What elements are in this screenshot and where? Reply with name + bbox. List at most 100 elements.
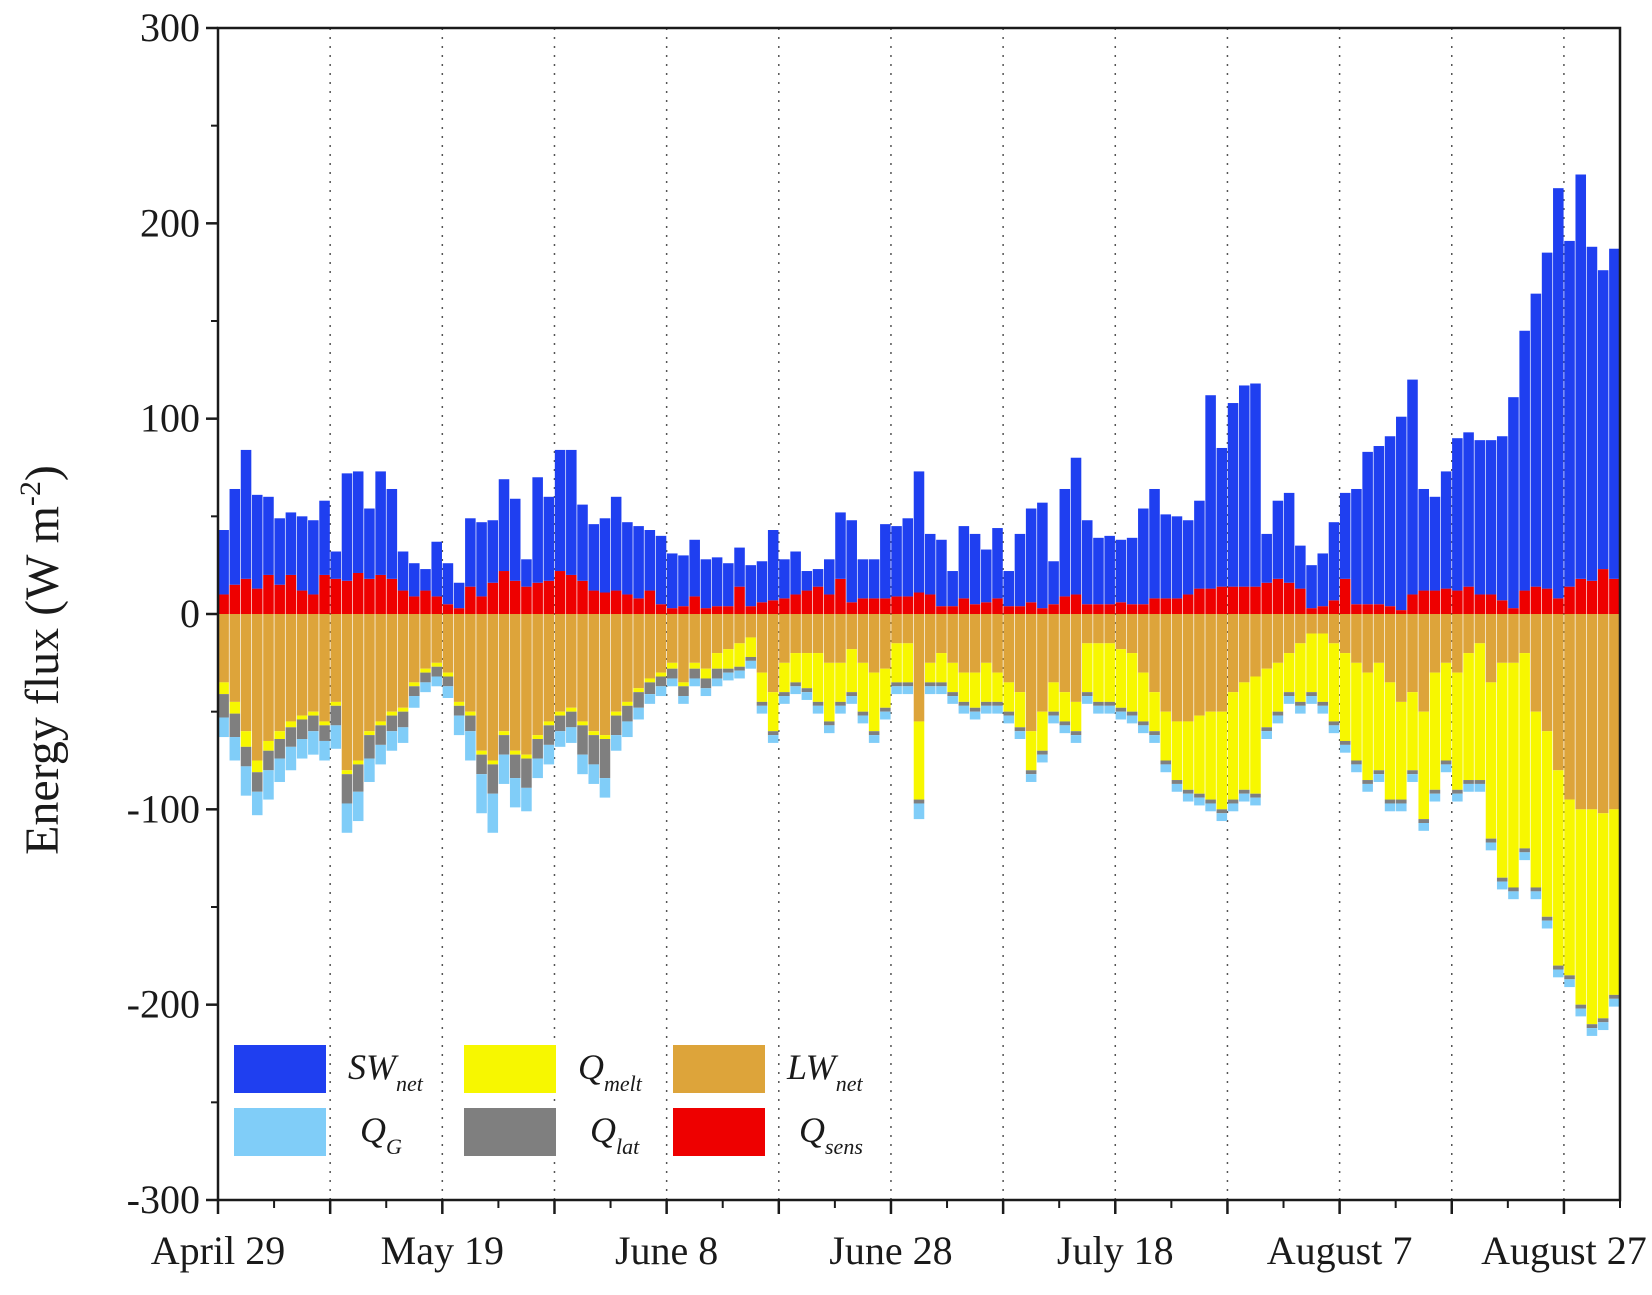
bar-QG-neg-38	[644, 694, 656, 704]
bar-Qsens-34	[599, 592, 611, 614]
bar-LWnet-neg-83	[1149, 614, 1160, 693]
bar-Qmelt-neg-16	[397, 707, 409, 712]
bar-SWnet-41	[678, 555, 689, 607]
bar-LWnet-neg-58	[868, 614, 880, 673]
y-tick-label-100: 100	[140, 396, 200, 441]
bar-Qmelt-neg-44	[711, 653, 723, 669]
bar-LWnet-neg-75	[1059, 614, 1071, 693]
bar-LWnet-neg-21	[453, 614, 465, 702]
bar-LWnet-neg-103	[1373, 614, 1385, 663]
legend-swatch-Qlat	[464, 1108, 556, 1156]
bar-Qlat-neg-96	[1295, 701, 1306, 706]
legend-label-base: Q	[578, 1047, 604, 1087]
bar-Qsens-57	[857, 598, 869, 614]
bar-Qsens-20	[442, 604, 454, 614]
bar-Qlat-neg-56	[846, 692, 857, 697]
bar-Qlat-neg-104	[1384, 799, 1396, 804]
bar-Qlat-neg-31	[566, 711, 577, 728]
bar-LWnet-neg-28	[532, 614, 543, 736]
bar-SWnet-9	[319, 500, 330, 575]
bar-Qlat-neg-61	[902, 682, 914, 687]
bar-Qlat-neg-53	[812, 701, 824, 706]
bar-Qsens-35	[610, 590, 622, 614]
bar-Qsens-17	[409, 596, 420, 614]
bar-Qlat-neg-46	[734, 666, 745, 671]
bar-QG-neg-83	[1149, 735, 1160, 743]
bar-Qsens-47	[745, 606, 757, 614]
bar-QG-neg-79	[1104, 705, 1115, 714]
legend-label-base: LW	[786, 1047, 839, 1087]
bar-SWnet-7	[296, 516, 308, 591]
legend-label-base: Q	[590, 1110, 616, 1150]
bar-SWnet-28	[532, 477, 543, 583]
legend-label-QG: QG	[360, 1110, 402, 1159]
bar-LWnet-neg-0	[218, 614, 229, 683]
legend-label-sub: net	[396, 1071, 424, 1096]
bar-SWnet-100	[1339, 492, 1351, 579]
bar-QG-neg-60	[891, 686, 902, 695]
bar-LWnet-neg-42	[689, 614, 700, 663]
bar-Qlat-neg-8	[308, 715, 319, 732]
bar-QG-neg-97	[1306, 696, 1317, 704]
bar-Qmelt-neg-88	[1205, 711, 1216, 800]
bar-Qmelt-neg-108	[1429, 672, 1441, 790]
bar-LWnet-neg-88	[1205, 614, 1216, 712]
bar-Qlat-neg-47	[745, 656, 757, 661]
bar-Qlat-neg-101	[1351, 760, 1362, 765]
bar-QG-neg-68	[981, 705, 992, 714]
bar-QG-neg-11	[341, 803, 353, 833]
bar-Qlat-neg-14	[375, 725, 386, 745]
bar-Qsens-28	[532, 582, 543, 614]
bar-LWnet-neg-71	[1014, 614, 1026, 693]
bar-Qsens-120	[1564, 586, 1575, 614]
bar-SWnet-83	[1149, 488, 1160, 599]
bar-LWnet-neg-100	[1339, 614, 1351, 654]
bar-SWnet-54	[824, 559, 835, 595]
bar-SWnet-111	[1463, 432, 1474, 587]
bar-Qsens-80	[1115, 602, 1127, 614]
bar-LWnet-neg-24	[487, 614, 499, 761]
bar-LWnet-neg-114	[1496, 614, 1508, 663]
bar-Qmelt-neg-26	[509, 750, 521, 755]
bar-Qsens-105	[1396, 610, 1407, 614]
bar-LWnet-neg-122	[1586, 614, 1598, 810]
legend-swatch-Qsens	[673, 1108, 765, 1156]
bar-QG-neg-124	[1609, 998, 1620, 1007]
bar-QG-neg-23	[476, 774, 487, 814]
bar-Qsens-89	[1216, 586, 1228, 614]
legend-swatch-QG	[234, 1108, 326, 1156]
bar-QG-neg-41	[678, 696, 689, 704]
bar-Qmelt-neg-55	[835, 662, 846, 702]
bar-SWnet-6	[285, 512, 297, 575]
bar-LWnet-neg-95	[1283, 614, 1295, 654]
bar-Qmelt-neg-61	[902, 643, 914, 683]
bar-LWnet-neg-106	[1407, 614, 1418, 693]
bar-Qmelt-neg-56	[846, 649, 857, 693]
bar-Qmelt-neg-39	[655, 672, 667, 677]
bar-Qmelt-neg-24	[487, 760, 499, 765]
bar-Qsens-70	[1003, 606, 1014, 614]
bar-Qsens-22	[465, 586, 476, 614]
bar-QG-neg-118	[1541, 920, 1553, 929]
bar-Qmelt-neg-13	[364, 731, 375, 736]
bar-QG-neg-29	[543, 744, 555, 765]
bar-Qlat-neg-1	[229, 713, 241, 738]
bar-LWnet-neg-76	[1070, 614, 1082, 702]
bar-Qsens-62	[913, 592, 925, 614]
bar-Qlat-neg-115	[1508, 887, 1519, 892]
bar-Qsens-9	[319, 574, 330, 614]
bar-QG-neg-57	[857, 715, 869, 724]
bar-QG-neg-112	[1474, 783, 1486, 792]
bar-Qmelt-neg-122	[1586, 809, 1598, 1025]
bar-SWnet-122	[1586, 246, 1598, 581]
bar-Qlat-neg-110	[1452, 789, 1463, 794]
bar-Qmelt-neg-92	[1250, 676, 1261, 794]
bar-Qsens-56	[846, 602, 857, 614]
bar-Qlat-neg-57	[857, 711, 869, 716]
bar-Qsens-117	[1530, 586, 1542, 614]
bar-Qlat-neg-51	[790, 682, 801, 687]
bar-SWnet-113	[1485, 440, 1497, 595]
bar-LWnet-neg-57	[857, 614, 869, 663]
bar-SWnet-13	[364, 508, 375, 579]
y-tick-label--100: -100	[127, 786, 200, 831]
